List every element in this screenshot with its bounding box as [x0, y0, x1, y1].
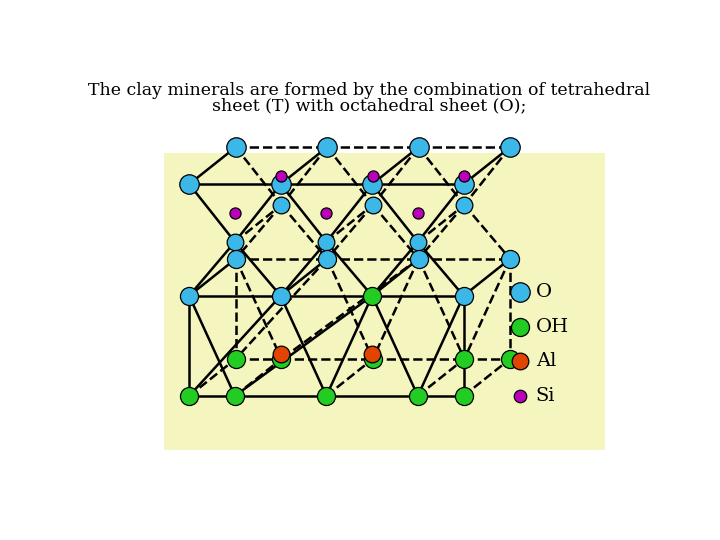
Text: The clay minerals are formed by the combination of tetrahedral: The clay minerals are formed by the comb… — [88, 82, 650, 99]
Text: Si: Si — [536, 387, 555, 405]
Text: O: O — [536, 283, 552, 301]
Text: sheet (T) with octahedral sheet (O);: sheet (T) with octahedral sheet (O); — [212, 97, 526, 114]
Bar — [163, 153, 606, 450]
Text: Al: Al — [536, 352, 556, 370]
Text: OH: OH — [536, 318, 569, 335]
